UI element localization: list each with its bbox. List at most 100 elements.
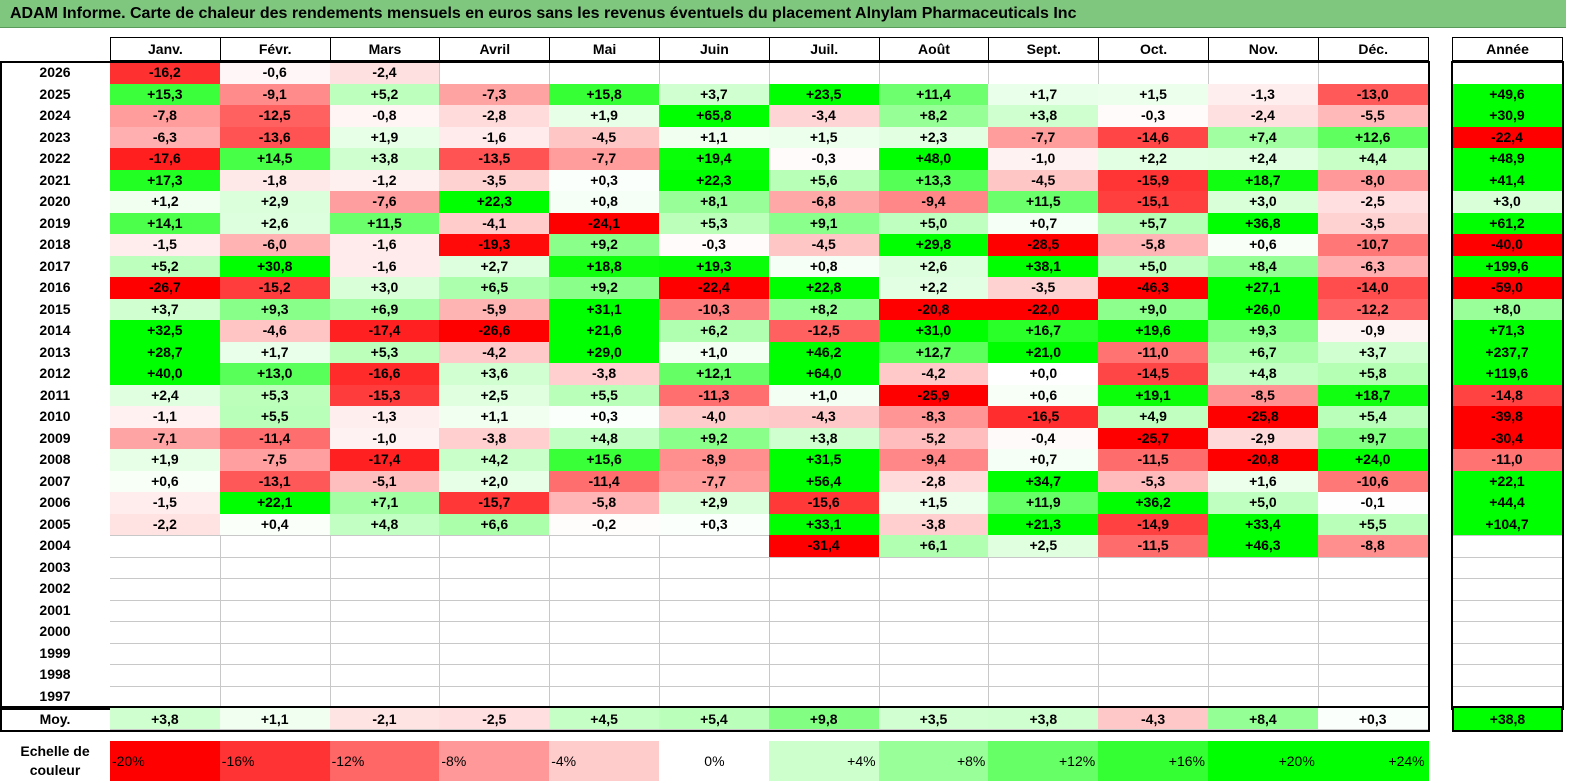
color-scale-step: +20%: [1208, 741, 1319, 781]
heatmap-cell: +15,3: [110, 83, 221, 106]
heatmap-cell: [439, 62, 551, 85]
month-header: Mai: [549, 37, 660, 61]
page-title: ADAM Informe. Carte de chaleur des rende…: [0, 0, 1566, 28]
heatmap-cell: +7,1: [329, 492, 441, 515]
heatmap-cell: +22,1: [219, 492, 331, 515]
heatmap-cell: +5,6: [768, 169, 880, 192]
heatmap-cell: +4,9: [1098, 406, 1209, 429]
heatmap-cell: +8,1: [659, 191, 770, 214]
heatmap-cell: +6,2: [659, 320, 770, 343]
heatmap-cell: [1098, 556, 1209, 579]
year-label: 2001: [39, 601, 71, 618]
year-label: 2005: [39, 515, 71, 532]
heatmap-cell: +2,3: [878, 126, 990, 149]
heatmap-cell: [439, 621, 551, 644]
year-label: 2012: [39, 365, 71, 381]
annual-cell: +49,6: [1452, 83, 1563, 106]
heatmap-cell: +0,3: [659, 513, 770, 536]
heatmap-cell: +1,1: [439, 406, 551, 429]
heatmap-cell: -31,4: [768, 535, 880, 558]
annual-cell: [1452, 599, 1563, 622]
year-label: 2010: [39, 408, 71, 424]
annual-cell: [1452, 578, 1563, 601]
heatmap-cell: [768, 62, 880, 85]
heatmap-cell: +5,5: [549, 384, 660, 407]
heatmap-cell: +0,6: [110, 470, 221, 493]
year-label: 2019: [39, 214, 71, 231]
heatmap-cell: [988, 578, 1100, 601]
year-label: 2007: [39, 472, 71, 489]
heatmap-cell: -3,5: [1317, 212, 1429, 235]
heatmap-cell: [988, 556, 1100, 579]
heatmap-cell: +40,0: [110, 363, 221, 386]
heatmap-cell: +2,7: [439, 255, 551, 278]
heatmap-cell: -22,4: [659, 277, 770, 300]
year-label: 2017: [39, 257, 71, 274]
annual-cell: [1452, 556, 1563, 579]
average-cell: -4,3: [1098, 708, 1209, 730]
heatmap-cell: [1208, 556, 1319, 579]
year-label: 2026: [39, 64, 71, 80]
heatmap-cell: [1098, 642, 1209, 665]
year-label: 2014: [39, 322, 71, 338]
heatmap-cell: -0,4: [988, 427, 1100, 450]
heatmap-cell: -7,8: [110, 105, 221, 128]
heatmap-cell: -2,9: [1208, 427, 1319, 450]
heatmap-cell: [549, 556, 660, 579]
heatmap-cell: [1098, 62, 1209, 85]
heatmap-cell: -3,8: [549, 363, 660, 386]
heatmap-cell: +1,9: [110, 449, 221, 472]
heatmap-cell: -17,4: [329, 320, 441, 343]
heatmap-cell: [549, 62, 660, 85]
heatmap-cell: -17,4: [329, 449, 441, 472]
heatmap-cell: +65,8: [659, 105, 770, 128]
year-label: 2018: [39, 236, 71, 252]
heatmap-cell: -0,3: [768, 148, 880, 171]
heatmap-cell: +9,0: [1098, 298, 1209, 321]
heatmap-cell: [878, 578, 990, 601]
heatmap-cell: [768, 664, 880, 687]
heatmap-cell: +6,1: [878, 535, 990, 558]
heatmap-cell: -3,5: [439, 169, 551, 192]
heatmap-cell: +31,5: [768, 449, 880, 472]
heatmap-cell: -11,5: [1098, 535, 1209, 558]
heatmap-cell: +1,9: [329, 126, 441, 149]
annual-cell: [1452, 642, 1563, 665]
heatmap-cell: -1,6: [329, 255, 441, 278]
heatmap-cell: [988, 642, 1100, 665]
heatmap-cell: +48,0: [878, 148, 990, 171]
heatmap-cell: +4,4: [1317, 148, 1429, 171]
heatmap-cell: +12,6: [1317, 126, 1429, 149]
heatmap-cell: [659, 621, 770, 644]
year-label: 2004: [39, 537, 71, 553]
heatmap-cell: +9,2: [549, 277, 660, 300]
month-header: Nov.: [1208, 37, 1319, 61]
heatmap-cell: +9,3: [219, 298, 331, 321]
heatmap-cell: [219, 685, 331, 708]
heatmap-cell: [439, 664, 551, 687]
heatmap-cell: [329, 642, 441, 665]
heatmap-cell: -8,5: [1208, 384, 1319, 407]
heatmap-cell: +31,1: [549, 298, 660, 321]
heatmap-cell: -0,3: [659, 234, 770, 257]
heatmap-cell: +17,3: [110, 169, 221, 192]
month-header: Janv.: [110, 37, 221, 61]
heatmap-cell: -20,8: [1208, 449, 1319, 472]
heatmap-cell: +64,0: [768, 363, 880, 386]
heatmap-cell: [1098, 621, 1209, 644]
heatmap-cell: +26,0: [1208, 298, 1319, 321]
heatmap-cell: +1,1: [659, 126, 770, 149]
heatmap-cell: [329, 599, 441, 622]
heatmap-cell: -4,5: [549, 126, 660, 149]
heatmap-cell: +6,7: [1208, 341, 1319, 364]
heatmap-cell: -15,2: [219, 277, 331, 300]
annual-cell: -39,8: [1452, 406, 1563, 429]
heatmap-cell: -9,1: [219, 83, 331, 106]
heatmap-cell: [988, 685, 1100, 708]
heatmap-cell: -0,2: [549, 513, 660, 536]
color-scale-step: +4%: [768, 741, 880, 781]
heatmap-cell: +6,5: [439, 277, 551, 300]
heatmap-cell: [549, 535, 660, 558]
heatmap-cell: [110, 621, 221, 644]
annual-cell: [1452, 621, 1563, 644]
